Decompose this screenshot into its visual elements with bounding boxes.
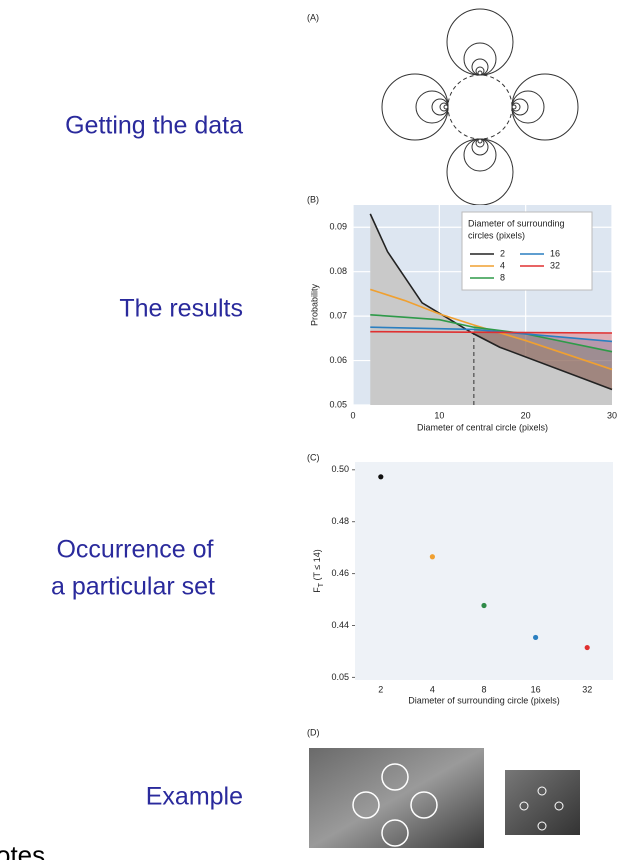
panel-label: (B) xyxy=(307,194,319,204)
circle-diagram xyxy=(381,8,579,206)
x-tick-label: 8 xyxy=(481,684,486,694)
panel-label: (A) xyxy=(307,12,319,22)
x-axis-label: Diameter of central circle (pixels) xyxy=(417,422,548,432)
section-label: Occurrence of xyxy=(56,536,213,564)
y-tick-label: 0.06 xyxy=(329,355,347,365)
legend-box xyxy=(461,211,593,291)
series-line xyxy=(370,313,613,353)
surrounding-circle xyxy=(511,73,579,141)
legend-label: 32 xyxy=(550,260,560,270)
x-axis-label: Diameter of surrounding circle (pixels) xyxy=(408,695,560,705)
x-tick-label: 0 xyxy=(350,410,355,420)
point xyxy=(481,602,487,609)
point xyxy=(429,554,435,560)
series-line xyxy=(369,213,613,391)
example-photos xyxy=(309,748,580,848)
y-tick-label: 0.44 xyxy=(331,620,349,630)
point xyxy=(584,644,590,651)
section-label: The results xyxy=(119,295,243,323)
plot-background xyxy=(355,462,613,680)
legend-label: 8 xyxy=(500,272,505,282)
y-tick-label: 0.46 xyxy=(331,568,349,578)
y-tick-label: 0.48 xyxy=(331,516,349,526)
footer-fragment: otes xyxy=(0,840,45,860)
panel-label: (D) xyxy=(307,727,320,737)
central-circle xyxy=(447,74,513,140)
legend-label: 16 xyxy=(550,248,560,258)
difference-area xyxy=(473,325,612,390)
y-axis-label: Probability xyxy=(309,283,319,326)
series-line xyxy=(370,326,613,343)
legend-label: 4 xyxy=(500,260,505,270)
x-tick-label: 4 xyxy=(430,684,435,694)
series-line xyxy=(370,288,613,371)
photo xyxy=(309,748,484,848)
section-label: a particular set xyxy=(51,573,215,601)
x-tick-label: 2 xyxy=(378,684,383,694)
y-tick-label: 0.07 xyxy=(329,310,347,320)
y-tick-label: 0.08 xyxy=(329,266,347,276)
x-tick-label: 10 xyxy=(434,410,444,420)
y-tick-label: 0.09 xyxy=(329,222,347,232)
x-tick-label: 30 xyxy=(607,410,617,420)
point xyxy=(533,634,539,641)
surrounding-circle xyxy=(477,70,483,76)
surrounding-circle xyxy=(443,104,449,110)
panel-label: (C) xyxy=(307,452,320,462)
surrounding-circle xyxy=(381,73,449,141)
x-tick-label: 32 xyxy=(582,684,592,694)
point xyxy=(378,474,384,480)
y-axis-label: FT (T ≤ 14) xyxy=(312,549,324,593)
area-under-curve xyxy=(370,213,612,405)
section-label: Example xyxy=(146,783,243,811)
surrounding-circle xyxy=(477,138,483,144)
x-tick-label: 16 xyxy=(531,684,541,694)
y-tick-label: 0.05 xyxy=(331,672,349,682)
legend-title: circles (pixels) xyxy=(468,230,525,240)
y-tick-label: 0.50 xyxy=(331,464,349,474)
surrounding-circle xyxy=(446,8,514,76)
photo xyxy=(505,770,580,835)
section-label: Getting the data xyxy=(65,112,243,140)
difference-area xyxy=(473,327,612,390)
y-axis-label-part: (T ≤ 14) xyxy=(312,549,322,583)
series-line xyxy=(370,330,613,334)
x-tick-label: 20 xyxy=(521,410,531,420)
difference-area xyxy=(473,332,612,390)
surrounding-circle xyxy=(446,138,514,206)
surrounding-circle xyxy=(511,104,517,110)
legend-label: 2 xyxy=(500,248,505,258)
y-tick-label: 0.05 xyxy=(329,399,347,409)
legend-title: Diameter of surrounding xyxy=(468,218,565,228)
y-axis-label-sub: T xyxy=(318,582,325,587)
y-axis-label-part: F xyxy=(312,587,322,593)
